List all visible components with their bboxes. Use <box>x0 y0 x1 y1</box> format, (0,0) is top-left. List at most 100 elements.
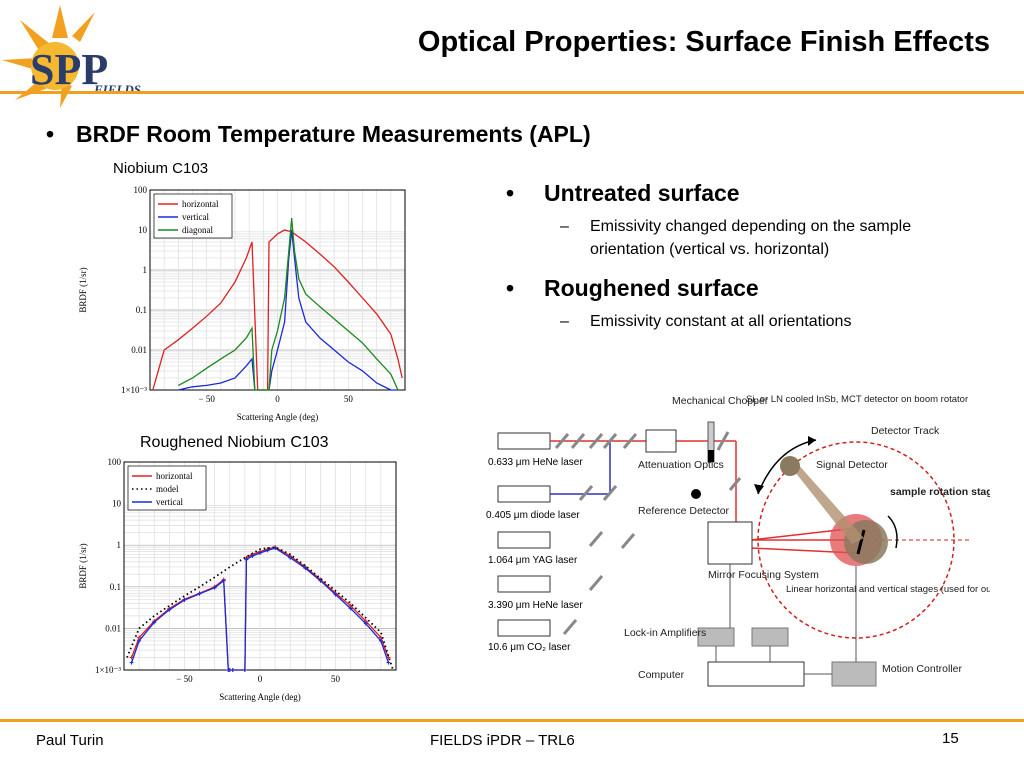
series-marker-vertical <box>244 557 249 562</box>
footer-author: Paul Turin <box>36 732 104 749</box>
spp-fields-logo: SPP FIELDS <box>2 5 141 108</box>
series-line-vertical <box>178 229 398 391</box>
lbl-mirror: Mirror Focusing System <box>708 569 819 581</box>
chart2-caption: Roughened Niobium C103 <box>140 434 329 451</box>
series-marker-vertical <box>137 638 142 643</box>
plot-frame <box>149 189 406 391</box>
lbl-computer: Computer <box>638 669 685 681</box>
lbl-linear-note: Linear horizontal and vertical stages (u… <box>786 584 990 595</box>
y-tick-label: 1×10⁻³ <box>121 385 147 395</box>
laser-sources <box>497 432 551 637</box>
laser-label-4: 10.6 μm CO₂ laser <box>488 642 571 653</box>
y-tick-label: 1 <box>117 540 122 550</box>
page-number: 15 <box>942 730 959 747</box>
bullet-untreated-sub: – Emissivity changed depending on the sam… <box>560 218 912 258</box>
chart1-caption: Niobium C103 <box>113 160 209 177</box>
mirror-box <box>707 521 753 565</box>
lbl-sample-stage: sample rotation stage <box>890 486 990 498</box>
legend-label-vertical: vertical <box>182 212 209 222</box>
legend-label-vertical: vertical <box>156 497 183 507</box>
y-tick-label: 0.01 <box>131 345 147 355</box>
series-marker-vertical <box>273 546 278 551</box>
lbl-detector-track: Detector Track <box>871 425 940 437</box>
legend-label-horizontal: horizontal <box>156 471 193 481</box>
right-bullets: • Untreated surface – Emissivity changed d… <box>506 180 976 333</box>
series-marker-vertical <box>212 585 217 590</box>
series-line-horizontal <box>152 229 403 391</box>
page-title: Optical Properties: Surface Finish Effec… <box>417 26 990 58</box>
header-divider <box>0 91 1024 94</box>
x-tick-label: 50 <box>331 674 341 684</box>
y-tick-label: 10 <box>138 225 148 235</box>
chart-roughened-niobium: 1×10⁻³ 0.01 0.1 1 10 100 − 50 0 50 Scattering Ang… <box>78 457 397 702</box>
lbl-motion: Motion Controller <box>882 663 962 675</box>
footer-divider <box>0 719 1024 722</box>
laser-label-2: 1.064 μm YAG laser <box>488 555 578 566</box>
legend-label-diagonal: diagonal <box>182 225 213 235</box>
series-marker-vertical <box>250 554 255 559</box>
x-tick-label: 0 <box>275 394 280 404</box>
signal-detector-head <box>780 456 800 476</box>
series-marker-vertical <box>386 660 391 665</box>
lbl-attenuation: Attenuation Optics <box>638 459 724 471</box>
main-bullet: • BRDF Room Temperature Measurements (APL… <box>46 121 591 147</box>
footer-event: FIELDS iPDR – TRL6 <box>430 732 575 749</box>
detector-boom <box>784 458 864 544</box>
brdf-setup-diagram: 0.633 μm HeNe laser 0.405 μm diode laser… <box>486 388 990 692</box>
laser-label-0: 0.633 μm HeNe laser <box>488 457 583 468</box>
x-axis-label: Scattering Angle (deg) <box>237 412 318 422</box>
series-marker-vertical <box>378 638 383 643</box>
legend-label-model: model <box>156 484 179 494</box>
lbl-signal-detector: Signal Detector <box>816 459 888 471</box>
y-tick-label: 10 <box>112 499 122 509</box>
y-axis-label: BRDF (1/sr) <box>78 267 88 312</box>
x-tick-label: − 50 <box>199 394 216 404</box>
series-marker-vertical <box>242 668 247 672</box>
y-tick-label: 100 <box>108 457 122 467</box>
y-axis-label: BRDF (1/sr) <box>78 543 88 588</box>
bullet-roughened: • Roughened surface <box>506 275 759 301</box>
lbl-detector-note: Si, or LN cooled InSb, MCT detector on b… <box>746 394 968 405</box>
series-marker-vertical <box>129 660 134 665</box>
x-tick-label: 0 <box>258 674 263 684</box>
series-marker-vertical <box>197 591 202 596</box>
series-marker-vertical <box>167 607 172 612</box>
y-tick-label: 0.01 <box>105 623 121 633</box>
bullet-roughened-sub: – Emissivity constant at all orientations <box>560 313 852 330</box>
laser-label-1: 0.405 μm diode laser <box>486 510 580 521</box>
series-marker-vertical <box>265 548 270 553</box>
x-tick-label: − 50 <box>176 674 193 684</box>
plot-frame <box>123 461 397 671</box>
laser-label-3: 3.390 μm HeNe laser <box>488 600 583 611</box>
series-marker-vertical <box>182 598 187 603</box>
svg-text:FIELDS: FIELDS <box>93 82 141 97</box>
series-marker-vertical <box>230 668 235 672</box>
lbl-reference: Reference Detector <box>638 505 730 517</box>
reference-detector-dot <box>691 489 701 499</box>
y-tick-label: 1×10⁻³ <box>95 665 121 675</box>
x-tick-label: 50 <box>344 394 354 404</box>
y-tick-label: 0.1 <box>110 582 121 592</box>
chart-grid <box>123 462 397 671</box>
main-bullet-text: BRDF Room Temperature Measurements (APL) <box>76 121 591 147</box>
sun-disk <box>31 42 79 90</box>
series-marker-vertical <box>303 566 308 571</box>
lbl-mechanical: Mechanical Chopper <box>672 395 769 407</box>
y-tick-label: 0.1 <box>136 305 147 315</box>
bullet-untreated: • Untreated surface <box>506 180 740 206</box>
series-marker-vertical <box>348 606 353 611</box>
x-axis-label: Scattering Angle (deg) <box>219 692 300 702</box>
series-line-model <box>126 546 394 671</box>
legend-label-horizontal: horizontal <box>182 199 219 209</box>
lbl-lockin: Lock-in Amplifiers <box>624 627 706 639</box>
svg-text:SPP: SPP <box>30 45 108 94</box>
y-tick-label: 1 <box>143 265 148 275</box>
y-tick-label: 100 <box>134 185 148 195</box>
series-marker-vertical <box>221 578 226 583</box>
series-marker-vertical <box>363 621 368 626</box>
series-marker-vertical <box>258 550 262 555</box>
series-marker-vertical <box>318 578 323 583</box>
series-marker-vertical <box>152 620 157 625</box>
chart-niobium: 1×10⁻³ 0.01 0.1 1 10 100 − 50 0 50 Scattering Ang… <box>78 185 406 422</box>
series-marker-vertical <box>288 555 293 560</box>
